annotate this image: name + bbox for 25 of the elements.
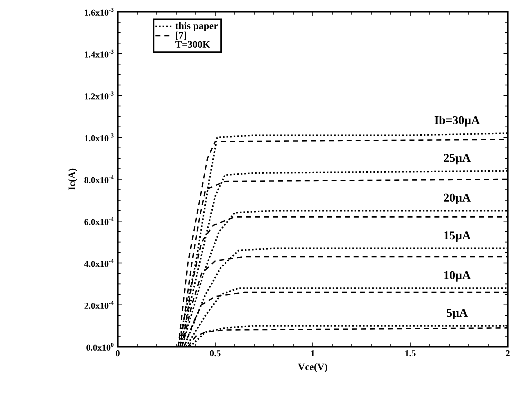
annotation: 10µA [444,271,471,282]
x-tick-label: 1 [311,350,315,356]
legend-label: [7] [176,32,186,40]
x-tick-label: 1.5 [406,350,416,357]
annotation: 15µA [444,232,471,242]
y-tick-label: 1.6x10$^{-3}$ [85,8,114,16]
y-tick-label: 1.0x10$^{-3}$ [85,134,114,142]
legend-label: this paper [176,22,218,32]
annotation: T=300K [176,41,210,48]
x-axis-title: Vce(V) [298,363,328,372]
x-tick-label: 0 [116,350,120,357]
y-tick-label: 4.0x10$^{-4}$ [84,259,114,268]
y-tick-label: 6.0x10$^{-4}$ [84,217,114,226]
y-tick-label: 1.2x10$^{-3}$ [85,92,114,100]
x-tick-label: 0.5 [210,350,221,357]
x-tick-label: 2 [506,350,510,356]
y-tick-label: 0.0x10$^{0}$ [86,343,114,351]
y-tick-label: 2.0x10$^{-4}$ [84,301,114,310]
y-tick-label: 1.4x10$^{-3}$ [85,50,114,58]
y-axis-title: Ic(A) [68,168,78,190]
annotation: 25µA [444,154,471,165]
annotation: 20µA [444,194,471,204]
annotation: 5µA [447,309,468,320]
annotation: Ib=30µA [434,116,480,127]
y-tick-label: 8.0x10$^{-4}$ [84,176,114,184]
